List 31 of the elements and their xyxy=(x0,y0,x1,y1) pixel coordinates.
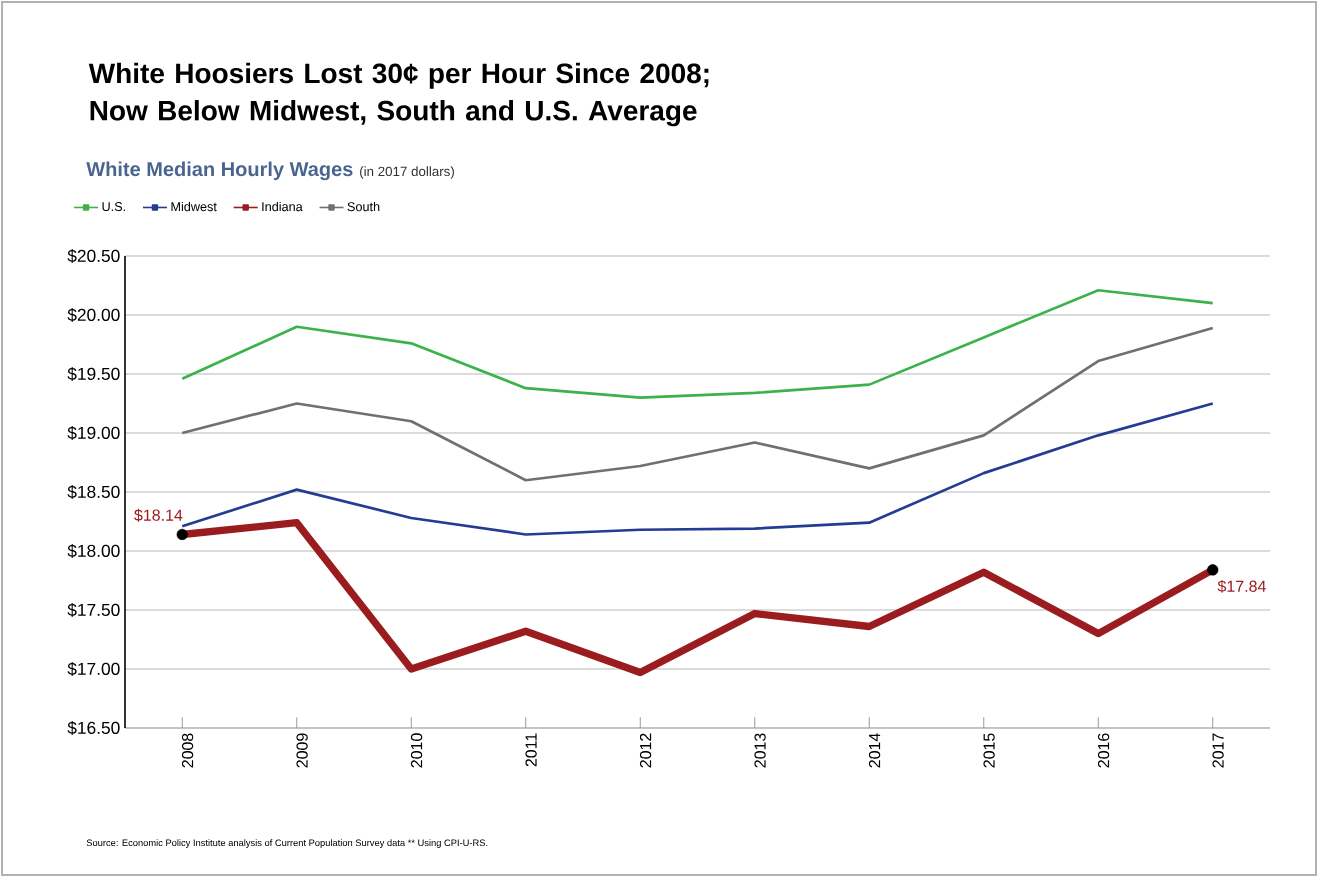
x-tick-label: 2012 xyxy=(639,733,652,768)
source-note: Source: Economic Policy Institute analysis of Current Population Survey data ** Using CPI-U-RS. xyxy=(86,839,488,848)
annotation: $18.14 xyxy=(134,508,183,522)
x-tick-label: 2013 xyxy=(754,733,766,768)
y-tick-label: $20.50 xyxy=(67,248,120,264)
line-series xyxy=(180,326,1215,482)
y-tick-label: $19.00 xyxy=(67,425,120,440)
y-tick-label: $17.00 xyxy=(67,661,120,676)
y-tick-label: $18.50 xyxy=(67,484,120,499)
x-tick-label: 2017 xyxy=(1212,733,1224,768)
x-tick-label: 2009 xyxy=(296,733,308,768)
x-tick-label: 2014 xyxy=(868,733,881,768)
legend-label: Indiana xyxy=(262,201,303,212)
x-tick-label: 2011 xyxy=(525,733,537,767)
legend-label: South xyxy=(347,201,380,212)
x-tick-label: 2015 xyxy=(983,733,995,768)
y-tick-label: $16.50 xyxy=(67,720,120,735)
y-tick-label: $17.50 xyxy=(67,602,120,617)
y-tick-label: $20.00 xyxy=(67,307,120,322)
text: (in 2017 dollars) xyxy=(360,166,454,179)
chart-title: White Hoosiers Lost 30¢ per Hour Since 2008; Now Below Midwest, South and U.S. Average xyxy=(88,62,709,127)
x-tick-label: 2016 xyxy=(1097,733,1110,768)
chart-subtitle: White Median Hourly Wages xyxy=(86,161,353,181)
line-series xyxy=(180,288,1215,399)
y-tick-label: $18.00 xyxy=(67,543,120,558)
x-tick-label: 2008 xyxy=(181,733,194,768)
annotation: $17.84 xyxy=(1217,579,1266,593)
x-tick-label: 2010 xyxy=(410,733,423,768)
legend-label: U.S. xyxy=(102,202,126,212)
y-tick-label: $19.50 xyxy=(67,366,120,381)
legend-label: Midwest xyxy=(171,201,217,212)
